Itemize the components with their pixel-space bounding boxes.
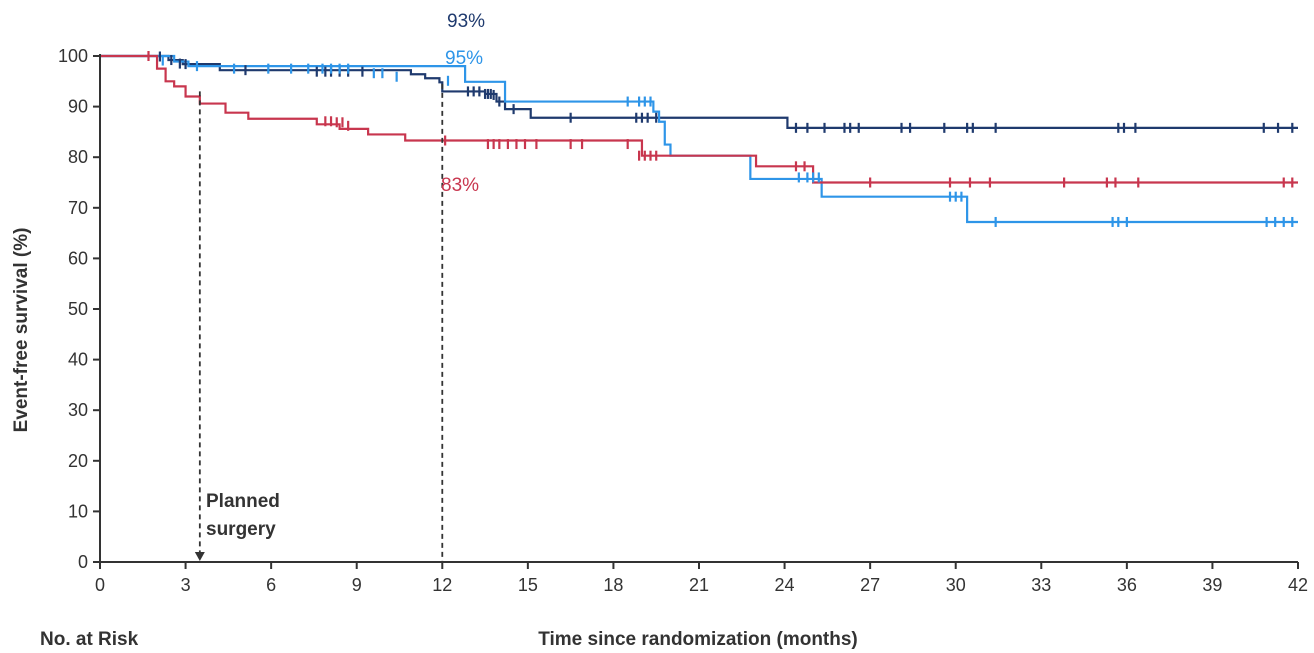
x-tick-label: 21 bbox=[689, 575, 709, 595]
x-tick-label: 9 bbox=[352, 575, 362, 595]
x-tick-label: 12 bbox=[432, 575, 452, 595]
y-tick-label: 30 bbox=[68, 400, 88, 420]
x-tick-label: 3 bbox=[181, 575, 191, 595]
annotation-light-blue: 95% bbox=[445, 48, 483, 69]
x-tick-label: 42 bbox=[1288, 575, 1308, 595]
x-axis-title: Time since randomization (months) bbox=[538, 629, 858, 650]
y-tick-label: 100 bbox=[58, 46, 88, 66]
y-tick-label: 90 bbox=[68, 97, 88, 117]
y-tick-label: 60 bbox=[68, 248, 88, 268]
y-axis-title: Event-free survival (%) bbox=[11, 228, 32, 433]
series-line-2 bbox=[100, 54, 1298, 184]
x-tick-label: 24 bbox=[775, 575, 795, 595]
y-tick-label: 0 bbox=[78, 552, 88, 572]
y-tick-label: 50 bbox=[68, 299, 88, 319]
y-tick-label: 70 bbox=[68, 198, 88, 218]
y-tick-label: 80 bbox=[68, 147, 88, 167]
x-tick-label: 39 bbox=[1202, 575, 1222, 595]
x-tick-label: 0 bbox=[95, 575, 105, 595]
annotation-red: 83% bbox=[441, 175, 479, 196]
y-tick-label: 10 bbox=[68, 501, 88, 521]
x-tick-label: 36 bbox=[1117, 575, 1137, 595]
censor-marks-layer bbox=[147, 51, 1294, 227]
series-lines-layer bbox=[100, 54, 1298, 224]
x-tick-label: 33 bbox=[1031, 575, 1051, 595]
annotation-dark-blue: 93% bbox=[447, 11, 485, 32]
planned-surgery-label-line2: surgery bbox=[206, 519, 276, 540]
x-tick-label: 30 bbox=[946, 575, 966, 595]
x-tick-label: 18 bbox=[603, 575, 623, 595]
planned-surgery-label-line1: Planned bbox=[206, 491, 280, 512]
x-tick-label: 6 bbox=[266, 575, 276, 595]
y-tick-label: 20 bbox=[68, 451, 88, 471]
risk-table-label: No. at Risk bbox=[40, 629, 139, 650]
arrow-head-icon bbox=[194, 552, 205, 561]
x-tick-label: 27 bbox=[860, 575, 880, 595]
reference-lines-layer bbox=[194, 83, 444, 562]
series-line-1 bbox=[100, 54, 1298, 224]
y-tick-label: 40 bbox=[68, 350, 88, 370]
x-tick-label: 15 bbox=[518, 575, 538, 595]
